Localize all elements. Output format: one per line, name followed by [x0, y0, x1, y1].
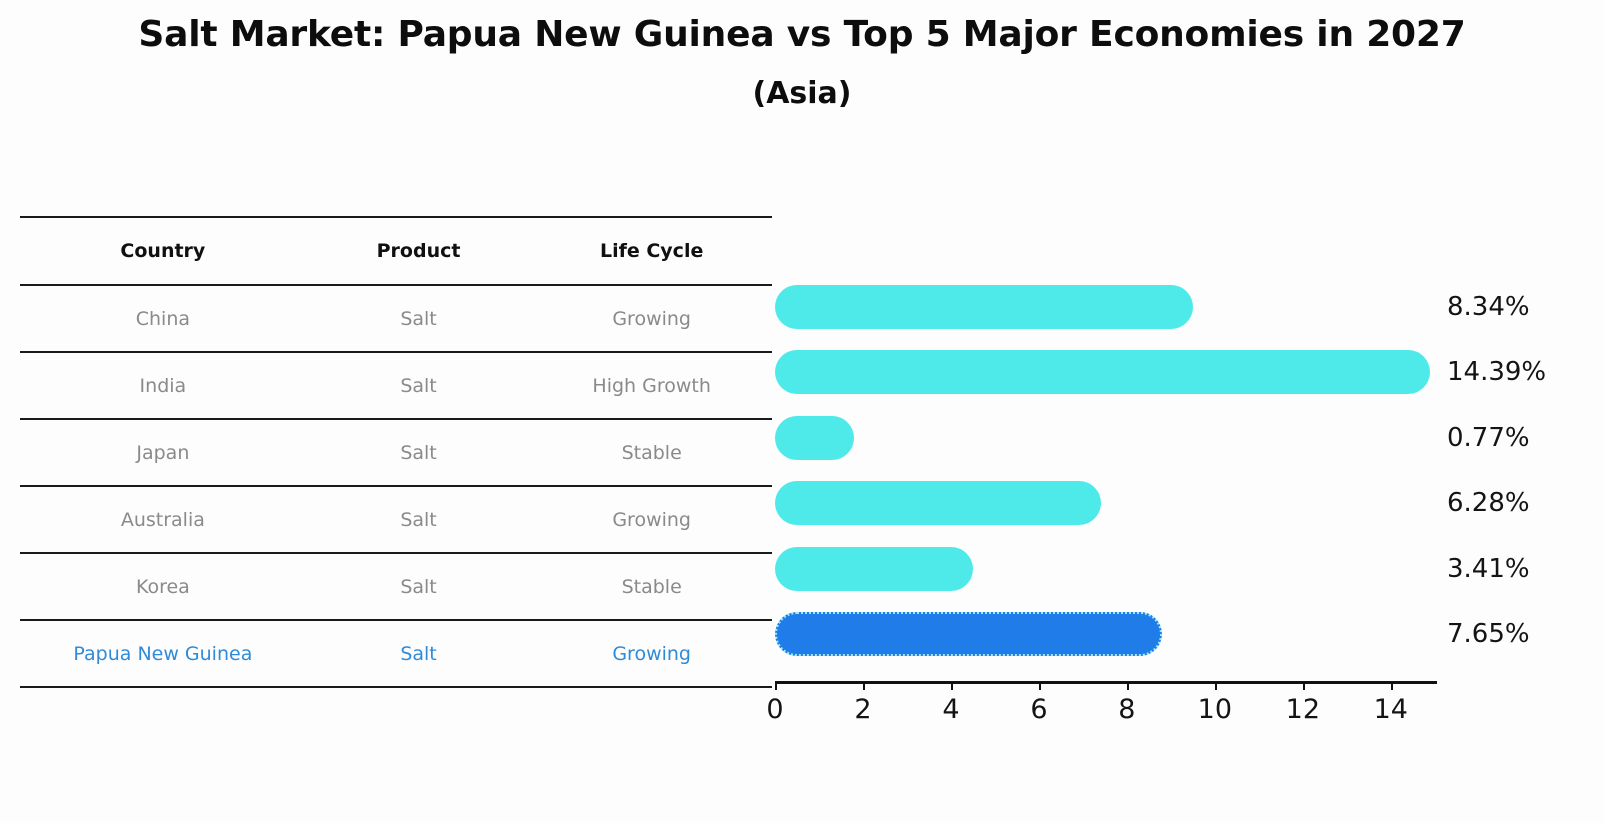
x-axis-tick	[1390, 681, 1393, 690]
table-row: Papua New Guinea Salt Growing	[20, 620, 772, 688]
bar-value-label: 3.41%	[1447, 553, 1530, 584]
table-row: Australia Salt Growing	[20, 486, 772, 554]
bar-value-label: 7.65%	[1447, 619, 1530, 650]
bar-row: 7.65%	[775, 602, 1530, 668]
x-axis-tick-label: 4	[942, 694, 960, 725]
bar-row: 0.77%	[775, 405, 1530, 471]
column-header-product: Product	[305, 216, 532, 286]
cell-product: Salt	[305, 352, 532, 420]
cell-life-cycle: Growing	[531, 620, 772, 688]
table-body: China Salt Growing India Salt High Growth Japa…	[20, 285, 772, 688]
bar-row: 3.41%	[775, 536, 1530, 602]
bar-value-label: 6.28%	[1447, 488, 1530, 519]
x-axis-tick-label: 14	[1373, 694, 1408, 725]
cell-country: Korea	[20, 553, 306, 621]
x-axis-tick-label: 12	[1285, 694, 1321, 725]
table-row: Korea Salt Stable	[20, 553, 772, 621]
bar-row: 6.28%	[775, 471, 1530, 537]
x-axis-tick	[1038, 681, 1041, 690]
cell-country: India	[20, 352, 306, 420]
plot-area: 8.34% 14.39% 0.77% 6.28% 3.41% 7.65%	[775, 274, 1546, 681]
table-row: Japan Salt Stable	[20, 419, 772, 487]
bar[interactable]	[775, 284, 1193, 329]
bar-value-label: 8.34%	[1447, 291, 1530, 322]
cell-country: Japan	[20, 419, 306, 487]
x-axis-tick-label: 8	[1118, 694, 1136, 725]
x-axis-tick	[1302, 681, 1305, 690]
bar-chart-panel: 8.34% 14.39% 0.77% 6.28% 3.41% 7.65% 0 2 4 6 8 10 1…	[0, 208, 1604, 768]
title-block: Salt Market: Papua New Guinea vs Top 5 M…	[0, 0, 1604, 112]
cell-product: Salt	[305, 553, 532, 621]
x-axis-tick	[950, 681, 953, 690]
x-axis-tick-label: 10	[1197, 694, 1233, 725]
bar-row: 14.39%	[775, 340, 1546, 406]
x-axis-tick	[775, 681, 777, 690]
bar-row: 8.34%	[775, 274, 1530, 340]
cell-country: Papua New Guinea	[20, 620, 306, 688]
table-row: India Salt High Growth	[20, 352, 772, 420]
x-axis-tick-label: 2	[854, 694, 872, 725]
cell-country: Australia	[20, 486, 306, 554]
column-header-life-cycle: Life Cycle	[531, 216, 772, 286]
cell-life-cycle: Growing	[531, 285, 772, 353]
chart-and-table-content: Country Product Life Cycle China Salt Grow…	[0, 208, 1604, 768]
cell-life-cycle: High Growth	[531, 352, 772, 420]
x-axis-tick	[862, 681, 865, 690]
market-table-panel: Country Product Life Cycle China Salt Grow…	[20, 216, 772, 688]
cell-country: China	[20, 285, 306, 353]
cell-life-cycle: Stable	[531, 419, 772, 487]
cell-product: Salt	[305, 285, 532, 353]
x-axis-tick-label: 6	[1030, 694, 1048, 725]
page-title: Salt Market: Papua New Guinea vs Top 5 M…	[138, 14, 1466, 55]
x-axis: 0 2 4 6 8 10 12 14	[766, 681, 1437, 741]
bar[interactable]	[775, 415, 855, 460]
table-header: Country Product Life Cycle	[20, 216, 772, 286]
x-axis-tick-label: 0	[766, 694, 784, 725]
bar-value-label: 14.39%	[1447, 357, 1547, 388]
cell-life-cycle: Growing	[531, 486, 772, 554]
cell-product: Salt	[305, 620, 532, 688]
page-subtitle: (Asia)	[752, 76, 852, 112]
cell-life-cycle: Stable	[531, 553, 772, 621]
x-axis-tick	[1214, 681, 1217, 690]
x-axis-line	[775, 681, 1437, 684]
bar-value-label: 0.77%	[1447, 422, 1530, 453]
bar[interactable]	[775, 350, 1431, 395]
bar[interactable]	[775, 481, 1101, 526]
cell-product: Salt	[305, 486, 532, 554]
cell-product: Salt	[305, 419, 532, 487]
bar-highlight[interactable]	[775, 612, 1163, 657]
market-table: Country Product Life Cycle China Salt Grow…	[20, 216, 772, 688]
table-header-row: Country Product Life Cycle	[20, 216, 772, 286]
x-axis-tick	[1126, 681, 1129, 690]
bar[interactable]	[775, 546, 973, 591]
table-row: China Salt Growing	[20, 285, 772, 353]
column-header-country: Country	[20, 216, 306, 286]
